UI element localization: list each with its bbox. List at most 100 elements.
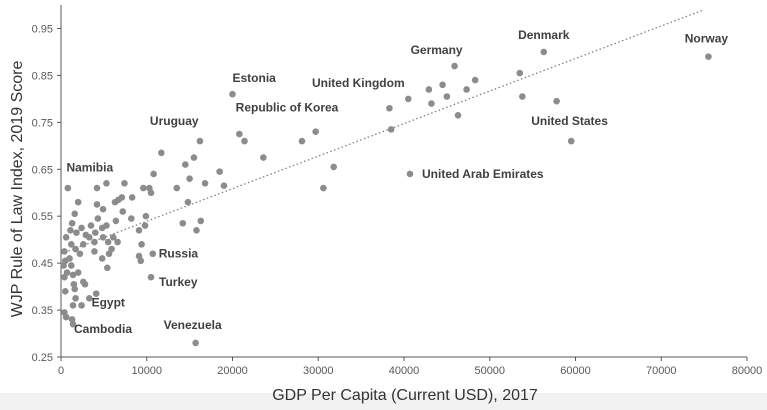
point-label: Germany — [411, 43, 463, 57]
data-point — [158, 149, 165, 157]
data-point — [451, 62, 458, 70]
data-point — [74, 198, 82, 206]
data-point — [201, 180, 209, 187]
point-label: Egypt — [92, 295, 125, 309]
data-point — [128, 215, 135, 222]
data-point — [98, 255, 106, 262]
data-point — [104, 238, 112, 246]
y-tick-label: 0.85 — [32, 70, 53, 82]
data-point — [69, 271, 77, 279]
data-point — [104, 264, 111, 272]
point-label: United Kingdom — [312, 76, 405, 90]
x-tick-label: 20000 — [217, 365, 248, 377]
point-label: Namibia — [66, 160, 113, 174]
x-tick-label: 10000 — [131, 365, 162, 377]
data-point — [567, 137, 575, 145]
data-point — [103, 180, 110, 187]
y-tick-label: 0.55 — [32, 211, 53, 223]
data-point — [471, 76, 479, 84]
data-point — [428, 100, 435, 107]
data-point — [182, 161, 189, 168]
x-tick-label: 40000 — [389, 365, 420, 377]
x-tick-label: 50000 — [474, 365, 505, 377]
data-point — [68, 219, 76, 227]
plot-area: 0 10000 20000 30000 40000 50000 60000 70000 8000… — [32, 5, 763, 377]
data-point — [61, 287, 69, 295]
data-point — [128, 194, 136, 201]
data-point — [320, 184, 327, 192]
data-point — [82, 231, 90, 239]
data-point — [186, 175, 193, 182]
point-label: Denmark — [518, 28, 570, 42]
data-point — [114, 238, 121, 246]
data-point — [79, 241, 87, 248]
data-point — [386, 104, 393, 112]
data-point — [69, 302, 77, 309]
data-point — [92, 290, 100, 297]
data-point — [516, 69, 524, 77]
data-point — [60, 262, 67, 269]
data-point — [184, 198, 192, 206]
y-tick-label: 0.95 — [32, 23, 53, 35]
data-point — [192, 339, 199, 347]
data-point — [91, 248, 98, 255]
data-point — [705, 53, 712, 60]
data-point — [67, 262, 75, 269]
data-point — [463, 86, 470, 93]
data-point — [137, 257, 145, 265]
data-point — [72, 245, 79, 253]
data-point — [179, 219, 187, 227]
data-point — [387, 126, 395, 133]
data-point — [99, 234, 107, 241]
data-point — [69, 320, 77, 328]
data-point — [61, 248, 68, 255]
point-label: Venezuela — [164, 318, 222, 332]
data-point — [236, 130, 243, 138]
data-point — [190, 154, 198, 161]
data-point — [91, 238, 98, 246]
data-point — [135, 226, 143, 234]
data-point — [67, 241, 75, 248]
point-label: United Arab Emirates — [422, 167, 544, 181]
data-point — [93, 201, 101, 208]
data-point — [72, 295, 79, 302]
data-point — [71, 285, 79, 293]
data-point — [62, 313, 70, 321]
data-point — [140, 184, 147, 192]
data-point — [67, 226, 74, 234]
data-point — [64, 184, 72, 192]
data-point — [110, 234, 117, 241]
y-tick-label: 0.35 — [32, 305, 53, 317]
data-point — [141, 222, 149, 229]
data-point — [241, 137, 248, 145]
data-point — [103, 222, 110, 229]
data-point — [454, 111, 462, 119]
y-tick-label: 0.75 — [32, 117, 53, 129]
point-label: Norway — [685, 32, 729, 46]
data-point — [62, 234, 70, 241]
y-tick-label: 0.45 — [32, 258, 53, 270]
x-tick-label: 0 — [58, 365, 64, 377]
data-point — [94, 215, 102, 222]
data-point — [147, 189, 155, 197]
point-label: United States — [531, 114, 608, 128]
data-point — [111, 198, 119, 206]
data-point — [85, 295, 93, 302]
data-point — [425, 86, 433, 93]
data-point — [443, 93, 451, 100]
data-point — [149, 250, 157, 258]
data-point — [519, 93, 526, 100]
data-point — [330, 163, 337, 171]
point-label: Turkey — [159, 275, 198, 289]
y-tick-label: 0.25 — [32, 352, 53, 364]
data-point — [193, 226, 200, 234]
x-tick-label: 80000 — [732, 365, 763, 377]
x-tick-label: 60000 — [560, 365, 591, 377]
data-point — [93, 184, 101, 192]
data-point — [121, 180, 128, 187]
data-point — [229, 90, 236, 98]
data-point — [312, 128, 319, 136]
data-point — [76, 250, 84, 258]
data-point — [406, 170, 414, 178]
